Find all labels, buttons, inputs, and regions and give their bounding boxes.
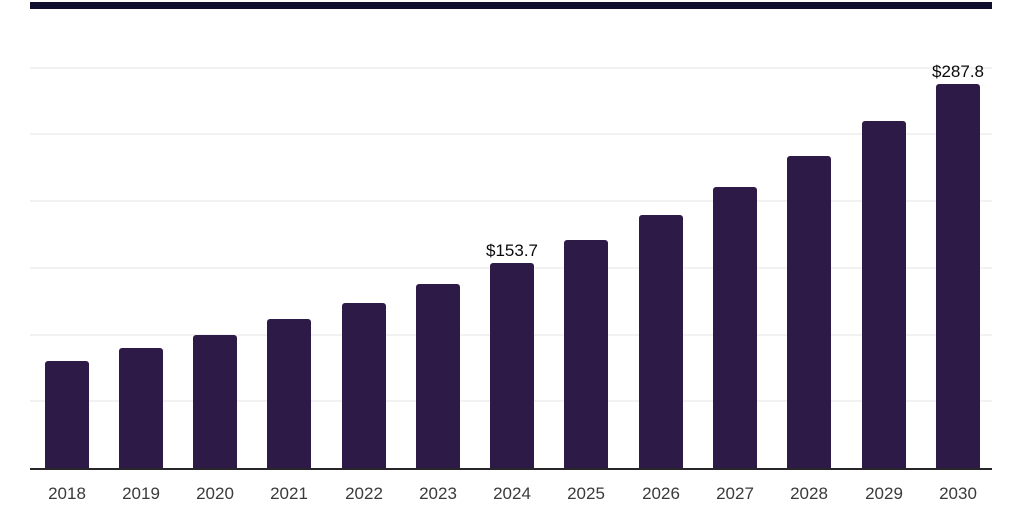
bar-2021[interactable] xyxy=(267,319,311,468)
x-tick-label-2018: 2018 xyxy=(48,484,86,503)
value-label-2030: $287.8 xyxy=(932,62,984,81)
x-tick-label-2026: 2026 xyxy=(642,484,680,503)
bar-2022[interactable] xyxy=(342,303,386,468)
x-tick-label-2027: 2027 xyxy=(716,484,754,503)
value-label-2024: $153.7 xyxy=(486,241,538,260)
x-tick-label-2020: 2020 xyxy=(196,484,234,503)
bar-2030[interactable] xyxy=(936,84,980,468)
bar-chart-plot: 2018 2019 2020 2021 2022 2023 2024 2025 2026 2027… xyxy=(30,0,992,512)
bar-2019[interactable] xyxy=(119,348,163,468)
x-axis-line xyxy=(30,468,992,470)
x-tick-label-2022: 2022 xyxy=(345,484,383,503)
top-accent-bar xyxy=(30,2,992,9)
bar-2027[interactable] xyxy=(713,187,757,468)
x-tick-label-2019: 2019 xyxy=(122,484,160,503)
x-tick-label-2024: 2024 xyxy=(493,484,531,503)
x-tick-label-2029: 2029 xyxy=(865,484,903,503)
x-tick-label-2021: 2021 xyxy=(270,484,308,503)
x-tick-label-2025: 2025 xyxy=(567,484,605,503)
bar-2029[interactable] xyxy=(862,121,906,468)
bar-2023[interactable] xyxy=(416,284,460,468)
bar-2026[interactable] xyxy=(639,215,683,468)
x-tick-label-2023: 2023 xyxy=(419,484,457,503)
bar-2025[interactable] xyxy=(564,240,608,468)
bar-2018[interactable] xyxy=(45,361,89,468)
gridline xyxy=(30,67,992,69)
x-tick-label-2028: 2028 xyxy=(790,484,828,503)
bar-2020[interactable] xyxy=(193,335,237,468)
bar-2024[interactable] xyxy=(490,263,534,468)
gridline xyxy=(30,200,992,202)
bar-2028[interactable] xyxy=(787,156,831,468)
gridline xyxy=(30,133,992,135)
x-tick-label-2030: 2030 xyxy=(939,484,977,503)
